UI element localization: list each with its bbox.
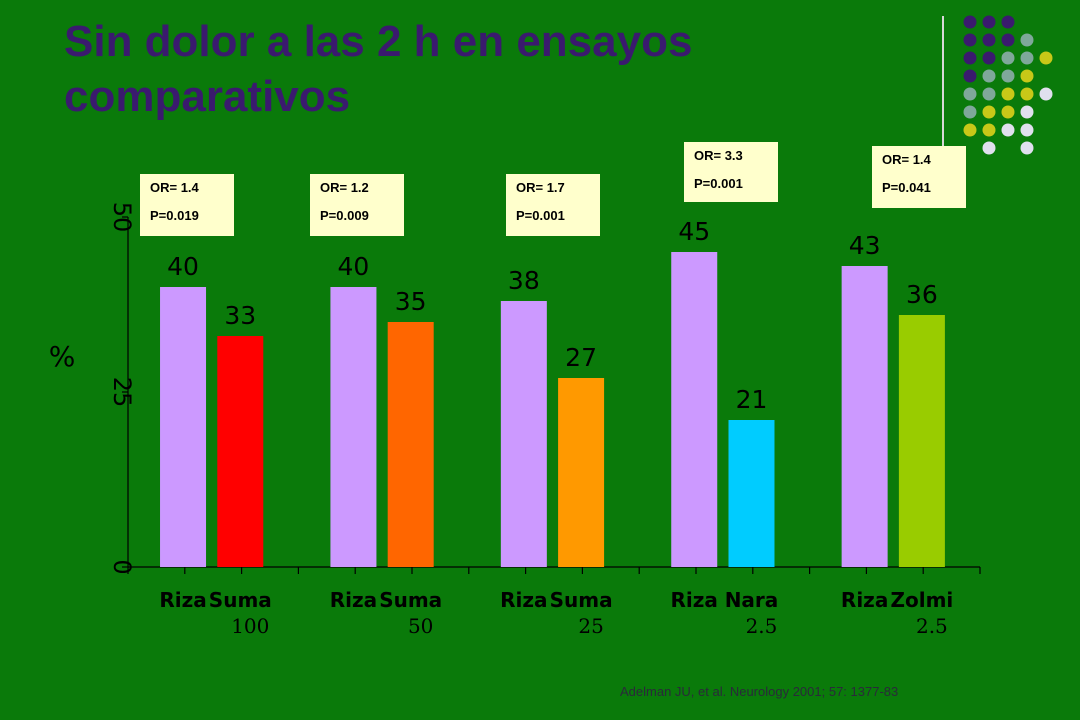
citation: Adelman JU, et al. Neurology 2001; 57: 1… — [620, 684, 899, 699]
annotation-p-2: P=0.009 — [320, 208, 369, 223]
x-dose-label: 100 — [231, 614, 269, 638]
title-line-1: Sin dolor a las 2 h en ensayos — [64, 17, 693, 66]
x-category-label: Suma — [209, 588, 272, 612]
annotation-box-1: OR= 1.4 P=0.019 — [140, 174, 234, 236]
bar — [160, 287, 207, 567]
x-dose-label: 2.5 — [916, 614, 948, 638]
x-dose-label: 50 — [408, 614, 433, 638]
annotation-box-2: OR= 1.2 P=0.009 — [310, 174, 404, 236]
y-tick-label: 0 — [108, 559, 136, 574]
bar — [387, 322, 434, 567]
annotation-box-4: OR= 3.3 P=0.001 — [684, 142, 778, 202]
annotation-p-4: P=0.001 — [694, 176, 743, 191]
bar-value-label: 45 — [678, 217, 710, 246]
annotation-or-4: OR= 3.3 — [694, 148, 743, 163]
x-category-label: Riza — [671, 588, 718, 612]
y-tick-label: 25 — [108, 377, 136, 408]
x-category-label: Nara — [725, 588, 779, 612]
bar — [330, 287, 377, 567]
title-line-2: comparativos — [64, 72, 351, 121]
bar-value-label: 36 — [906, 280, 938, 309]
x-category-label: Suma — [550, 588, 613, 612]
annotation-or-5: OR= 1.4 — [882, 152, 931, 167]
bar — [500, 301, 547, 567]
decor-divider — [942, 16, 944, 154]
annotation-box-5: OR= 1.4 P=0.041 — [872, 146, 966, 208]
bar — [558, 378, 605, 567]
bar — [728, 420, 775, 567]
y-axis-label: % — [49, 340, 76, 373]
annotation-or-3: OR= 1.7 — [516, 180, 565, 195]
annotation-or-2: OR= 1.2 — [320, 180, 369, 195]
bar — [898, 315, 945, 567]
bar-value-label: 40 — [338, 252, 370, 281]
bar — [841, 266, 888, 567]
x-dose-label: 25 — [578, 614, 603, 638]
bar-value-label: 43 — [849, 231, 881, 260]
bar-value-label: 27 — [565, 343, 597, 372]
x-category-label: Suma — [379, 588, 442, 612]
bar — [671, 252, 718, 567]
annotation-or-1: OR= 1.4 — [150, 180, 199, 195]
bar-value-label: 33 — [224, 301, 256, 330]
bar-value-label: 21 — [736, 385, 768, 414]
bar — [217, 336, 264, 567]
annotation-p-5: P=0.041 — [882, 180, 931, 195]
slide-title: Sin dolor a las 2 h en ensayos comparati… — [64, 14, 884, 124]
bar-value-label: 35 — [395, 287, 427, 316]
x-dose-label: 2.5 — [746, 614, 778, 638]
bar-value-label: 40 — [167, 252, 199, 281]
bar-value-label: 38 — [508, 266, 540, 295]
x-category-label: Riza — [500, 588, 547, 612]
annotation-p-3: P=0.001 — [516, 208, 565, 223]
y-tick-label: 50 — [108, 202, 136, 233]
x-category-label: Zolmi — [890, 588, 953, 612]
annotation-p-1: P=0.019 — [150, 208, 199, 223]
annotation-box-3: OR= 1.7 P=0.001 — [506, 174, 600, 236]
x-category-label: Riza — [841, 588, 888, 612]
x-category-label: Riza — [330, 588, 377, 612]
x-category-label: Riza — [159, 588, 206, 612]
